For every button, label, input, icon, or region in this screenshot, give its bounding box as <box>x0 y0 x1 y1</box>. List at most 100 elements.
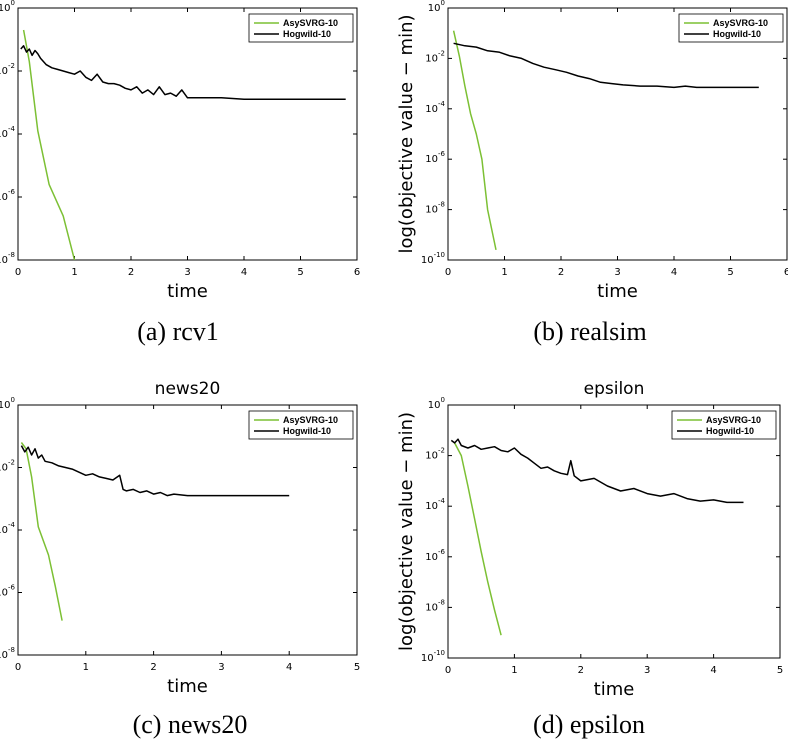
y-tick-label: 100 <box>0 396 15 411</box>
y-tick-exponent: -6 <box>438 548 446 556</box>
legend-label: AsySVRG-10 <box>283 18 338 28</box>
y-tick-label: 10-8 <box>0 646 15 661</box>
x-tick-label: 3 <box>644 665 650 676</box>
y-tick-exponent: -4 <box>438 100 446 108</box>
x-tick-label: 0 <box>445 267 451 278</box>
y-axis-label: log(objective value − min) <box>396 14 417 253</box>
plot-frame <box>447 7 788 261</box>
x-tick-label: 5 <box>354 662 360 673</box>
x-axis-label: time <box>597 281 638 302</box>
y-tick-base: 10 <box>425 552 438 563</box>
chart-panel-2: 0 1 2 3 4 5 610010-210-410-610-810-10AsySVRG-1… <box>396 0 788 346</box>
y-tick-label: 10-6 <box>425 150 445 165</box>
y-tick-label: 10-2 <box>425 447 445 462</box>
y-tick-exponent: -2 <box>438 49 445 57</box>
series-line-hogwild-10 <box>450 438 744 504</box>
series-line-hogwild-10 <box>453 42 759 89</box>
y-tick-base: 10 <box>0 255 8 266</box>
y-tick-exponent: -6 <box>438 150 446 158</box>
chart-title: epsilon <box>584 379 645 399</box>
y-tick-label: 10-2 <box>0 62 15 77</box>
y-tick-label: 10-10 <box>421 649 445 664</box>
y-tick-base: 10 <box>421 255 434 266</box>
legend-label: Hogwild-10 <box>283 29 331 39</box>
y-tick-base: 10 <box>0 588 8 599</box>
subfigure-caption: (a) rcv1 <box>137 317 219 346</box>
y-tick-base: 10 <box>0 463 8 474</box>
y-tick-base: 10 <box>0 400 11 411</box>
y-tick-base: 10 <box>425 501 438 512</box>
series-line-hogwild-10 <box>20 45 346 101</box>
y-tick-label: 10-10 <box>421 251 445 266</box>
y-tick-label: 10-8 <box>425 598 445 613</box>
y-tick-base: 10 <box>425 205 438 216</box>
y-tick-exponent: -2 <box>8 459 15 467</box>
x-tick-label: 2 <box>558 267 564 278</box>
y-tick-exponent: -8 <box>438 201 445 209</box>
x-tick-label: 0 <box>15 267 21 278</box>
chart-title: news20 <box>155 379 221 399</box>
legend-label: Hogwild-10 <box>706 426 754 436</box>
y-tick-base: 10 <box>0 66 8 77</box>
x-tick-label: 2 <box>128 267 134 278</box>
y-tick-base: 10 <box>0 650 8 661</box>
y-tick-base: 10 <box>425 451 438 462</box>
y-tick-exponent: -4 <box>8 125 16 133</box>
x-axis-label: time <box>167 281 208 302</box>
chart-panel-4: 0 1 2 3 4 510010-210-410-610-810-10AsySVRG-10… <box>396 379 783 739</box>
y-tick-base: 10 <box>0 192 8 203</box>
x-axis-label: time <box>594 679 635 700</box>
x-tick-label: 5 <box>777 665 783 676</box>
y-tick-label: 10-2 <box>425 49 445 64</box>
x-axis-label: time <box>167 676 208 697</box>
x-tick-label: 6 <box>354 267 360 278</box>
y-tick-label: 10-6 <box>425 548 445 563</box>
legend-box <box>248 13 354 43</box>
subfigure-caption: (b) realsim <box>533 317 646 346</box>
x-tick-label: 3 <box>218 662 224 673</box>
y-tick-base: 10 <box>0 525 8 536</box>
legend-label: AsySVRG-10 <box>713 18 768 28</box>
x-tick-label: 3 <box>614 267 620 278</box>
y-tick-exponent: -2 <box>438 447 445 455</box>
series-line-asysvrg-10 <box>452 30 497 251</box>
y-tick-label: 10-4 <box>0 125 16 140</box>
x-tick-label: 2 <box>578 665 584 676</box>
y-tick-base: 10 <box>428 3 441 14</box>
y-tick-label: 100 <box>428 0 445 14</box>
legend-box <box>671 410 777 440</box>
y-tick-label: 10-6 <box>0 584 16 599</box>
series-line-asysvrg-10 <box>20 442 63 621</box>
x-tick-label: 1 <box>71 267 77 278</box>
y-tick-base: 10 <box>428 400 441 411</box>
x-tick-label: 1 <box>511 665 517 676</box>
y-tick-exponent: -2 <box>8 62 15 70</box>
legend-label: AsySVRG-10 <box>706 415 761 425</box>
y-tick-base: 10 <box>425 53 438 64</box>
y-tick-label: 10-4 <box>425 100 445 115</box>
x-tick-label: 0 <box>15 662 21 673</box>
legend-label: Hogwild-10 <box>713 29 761 39</box>
subfigure-caption: (c) news20 <box>133 710 248 739</box>
y-tick-exponent: -4 <box>8 521 16 529</box>
legend-label: AsySVRG-10 <box>283 415 338 425</box>
y-axis-label: log(objective value − min) <box>396 412 417 651</box>
x-tick-label: 4 <box>286 662 292 673</box>
x-tick-label: 4 <box>710 665 716 676</box>
y-tick-base: 10 <box>421 653 434 664</box>
y-tick-exponent: 0 <box>441 396 445 404</box>
y-tick-exponent: 0 <box>11 396 15 404</box>
series-line-hogwild-10 <box>20 445 290 497</box>
x-tick-label: 1 <box>83 662 89 673</box>
chart-panel-1: 012345610010-210-410-610-8AsySVRG-10Hogw… <box>0 0 360 346</box>
series-line-asysvrg-10 <box>22 29 76 261</box>
y-tick-exponent: -8 <box>8 251 15 259</box>
y-tick-label: 10-2 <box>0 459 15 474</box>
plot-frame <box>17 404 358 656</box>
x-tick-label: 2 <box>150 662 156 673</box>
plot-frame <box>17 7 358 261</box>
y-tick-label: 100 <box>428 396 445 411</box>
y-tick-exponent: 0 <box>441 0 445 7</box>
y-tick-exponent: -4 <box>438 497 446 505</box>
legend-label: Hogwild-10 <box>283 426 331 436</box>
